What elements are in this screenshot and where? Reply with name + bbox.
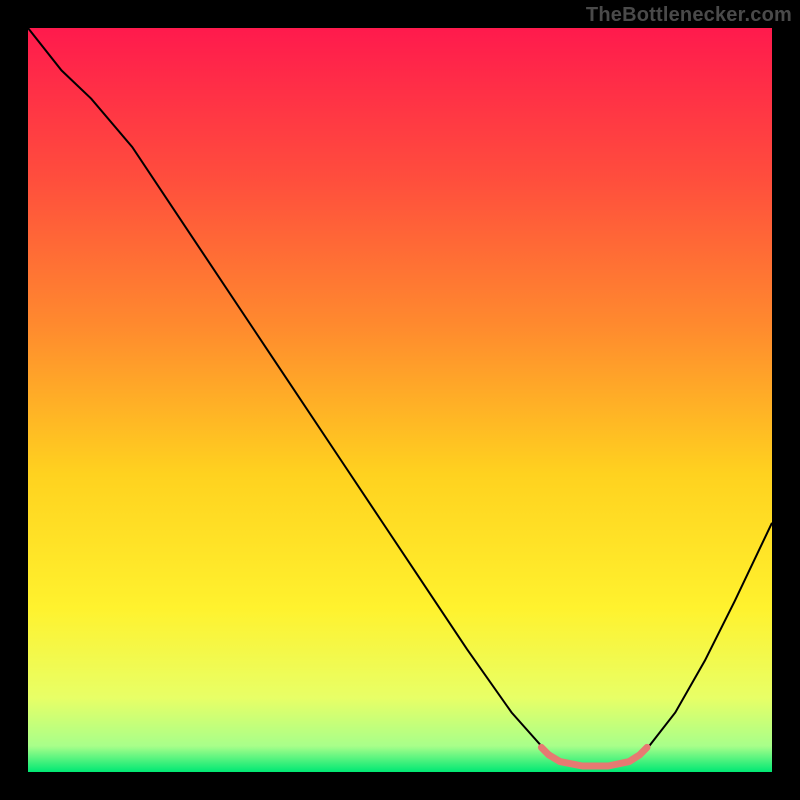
bottleneck-chart	[0, 0, 800, 800]
plot-background	[28, 28, 772, 772]
chart-container: { "watermark": { "text": "TheBottlenecke…	[0, 0, 800, 800]
watermark-text: TheBottlenecker.com	[586, 4, 792, 27]
